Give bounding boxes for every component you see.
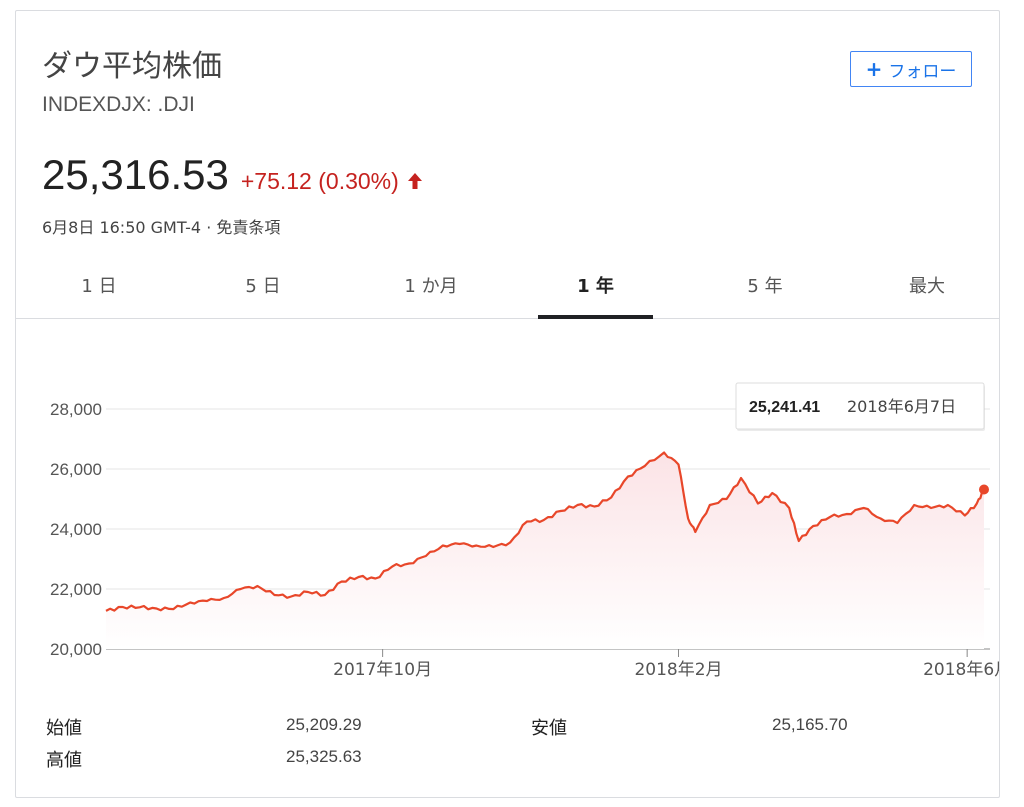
stock-card: ダウ平均株価 INDEXDJX: .DJI + フォロー 25,316.53 +… bbox=[15, 10, 1000, 798]
low-label: 安値 bbox=[531, 718, 567, 739]
x-tick-label: 2018年6月 bbox=[923, 660, 999, 680]
tab-5-year[interactable]: 5 年 bbox=[747, 276, 783, 297]
y-tick-label: 26,000 bbox=[50, 460, 102, 479]
open-value: 25,209.29 bbox=[286, 715, 362, 734]
follow-button-label: フォロー bbox=[888, 61, 957, 82]
arrow-up-icon bbox=[407, 173, 422, 189]
y-tick-label: 28,000 bbox=[50, 400, 102, 419]
tooltip-box bbox=[735, 382, 985, 430]
tab-max[interactable]: 最大 bbox=[909, 276, 945, 297]
y-tick-label: 20,000 bbox=[50, 640, 102, 659]
open-label: 始値 bbox=[46, 718, 82, 739]
x-tick-label: 2018年2月 bbox=[634, 660, 722, 680]
price-change: +75.12 (0.30%) bbox=[240, 168, 399, 194]
tab-5-day[interactable]: 5 日 bbox=[245, 276, 281, 297]
low-value: 25,165.70 bbox=[772, 715, 848, 734]
price-chart[interactable]: 20,000 22,000 24,000 26,000 28,000 2017年10月 20… bbox=[16, 321, 999, 691]
high-label: 高値 bbox=[46, 750, 82, 771]
page-title: ダウ平均株価 bbox=[42, 49, 222, 84]
y-tick-label: 22,000 bbox=[50, 580, 102, 599]
high-value: 25,325.63 bbox=[286, 747, 362, 766]
tooltip-date: 2018年6月7日 bbox=[847, 397, 956, 416]
ticker-symbol: INDEXDJX: .DJI bbox=[42, 93, 195, 116]
x-tick-label: 2017年10月 bbox=[333, 660, 432, 680]
current-price: 25,316.53 bbox=[42, 151, 229, 198]
tooltip-value: 25,241.41 bbox=[749, 399, 820, 416]
range-tabs: 1 日 5 日 1 か月 1 年 5 年 最大 bbox=[16, 266, 999, 319]
quote-timestamp: 6月8日 16:50 GMT-4 · 免責条項 bbox=[42, 218, 281, 237]
plus-icon: + bbox=[865, 57, 883, 81]
tab-1-day[interactable]: 1 日 bbox=[81, 276, 117, 297]
follow-button[interactable]: + フォロー bbox=[850, 51, 972, 87]
price-area bbox=[106, 452, 984, 649]
last-point-marker bbox=[979, 484, 989, 495]
tab-1-year[interactable]: 1 年 bbox=[538, 266, 653, 319]
tab-1-month[interactable]: 1 か月 bbox=[404, 276, 458, 297]
price-line bbox=[105, 451, 985, 612]
y-tick-label: 24,000 bbox=[50, 520, 102, 539]
price-row: 25,316.53 +75.12 (0.30%) bbox=[42, 151, 423, 199]
